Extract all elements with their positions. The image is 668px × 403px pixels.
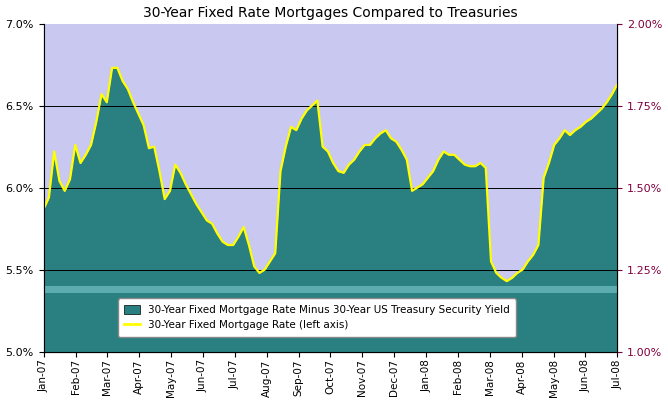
- Legend: 30-Year Fixed Mortgage Rate Minus 30-Year US Treasury Security Yield, 30-Year Fi: 30-Year Fixed Mortgage Rate Minus 30-Yea…: [118, 299, 516, 337]
- Title: 30-Year Fixed Rate Mortgages Compared to Treasuries: 30-Year Fixed Rate Mortgages Compared to…: [143, 6, 518, 20]
